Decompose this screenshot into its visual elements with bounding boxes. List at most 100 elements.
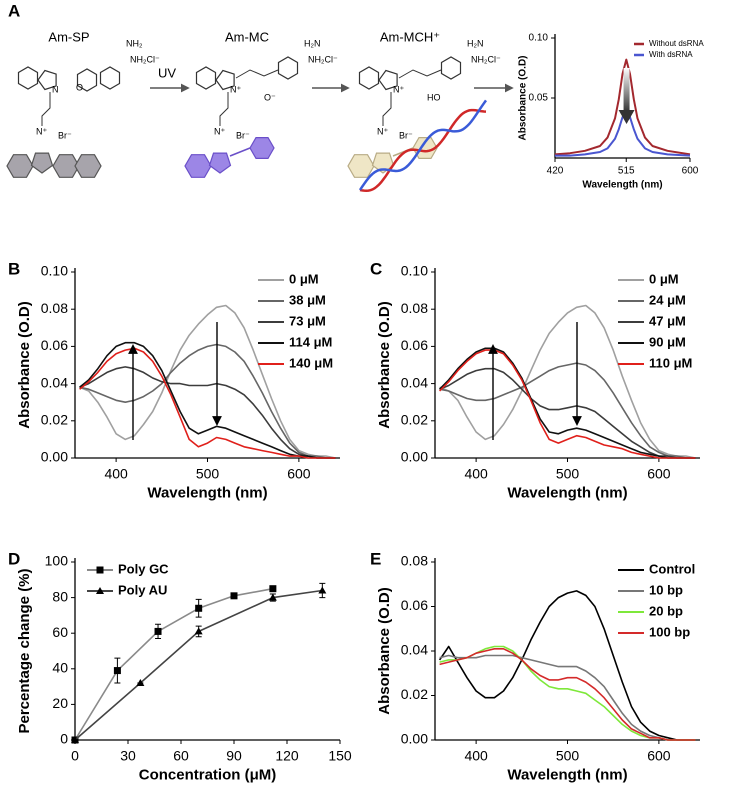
bond bbox=[219, 92, 229, 126]
marker bbox=[268, 593, 277, 601]
y-tick-label: 0.04 bbox=[41, 374, 68, 390]
atom-label: N⁺ bbox=[230, 84, 241, 94]
y-tick-label: 0.06 bbox=[401, 337, 428, 353]
x-tick-label: 400 bbox=[104, 465, 128, 481]
y-tick-label: 0.02 bbox=[401, 412, 428, 428]
x-axis-title: Wavelength (nm) bbox=[147, 484, 267, 501]
legend-label: 90 μM bbox=[649, 334, 686, 349]
x-axis-title: Wavelength (nm) bbox=[507, 766, 627, 783]
legend-label: 0 μM bbox=[649, 271, 679, 286]
x-tick-label: 30 bbox=[120, 747, 136, 763]
panel-letter: B bbox=[8, 259, 20, 278]
x-tick-label: 90 bbox=[226, 747, 242, 763]
y-tick-label: 0 bbox=[60, 731, 68, 747]
x-tick-label: 600 bbox=[287, 465, 311, 481]
y-tick-label: 0.00 bbox=[401, 449, 428, 465]
x-tick-label: 60 bbox=[173, 747, 189, 763]
y-tick-label: 0.06 bbox=[41, 337, 68, 353]
atom-label: N⁺ bbox=[377, 126, 388, 136]
series-line bbox=[439, 654, 696, 741]
ring bbox=[195, 66, 217, 90]
x-axis-title: Concentration (μM) bbox=[139, 766, 277, 783]
bond bbox=[398, 69, 442, 79]
series-line bbox=[439, 349, 696, 459]
ring bbox=[440, 56, 462, 80]
legend-label: 73 μM bbox=[289, 313, 326, 328]
x-tick-label: 500 bbox=[556, 747, 580, 763]
y-tick-label: 0.08 bbox=[41, 300, 68, 316]
legend-label: 110 μM bbox=[649, 355, 692, 370]
bond bbox=[382, 92, 392, 126]
legend-label: 10 bp bbox=[649, 582, 683, 597]
y-tick-label: 40 bbox=[52, 660, 68, 676]
legend-label: Control bbox=[649, 561, 695, 576]
shift-arrow-head bbox=[618, 110, 635, 124]
x-axis-title: Wavelength (nm) bbox=[507, 484, 627, 501]
legend-label: 38 μM bbox=[289, 292, 326, 307]
legend-label: Poly GC bbox=[118, 561, 169, 576]
y-tick-label: 0.10 bbox=[41, 263, 68, 279]
legend-label: 47 μM bbox=[649, 313, 686, 328]
x-tick-label: 400 bbox=[464, 747, 488, 763]
marker bbox=[230, 592, 238, 600]
legend-label: 140 μM bbox=[289, 355, 333, 370]
x-tick-label: 0 bbox=[71, 747, 79, 763]
ring bbox=[74, 154, 102, 178]
ring bbox=[208, 152, 232, 174]
legend-label: 100 bp bbox=[649, 624, 690, 639]
ring bbox=[371, 152, 395, 174]
bond bbox=[229, 147, 251, 157]
ring bbox=[30, 152, 54, 174]
compound-name: Am-MCH⁺ bbox=[380, 29, 440, 44]
series-line bbox=[439, 362, 696, 459]
ring bbox=[37, 69, 57, 91]
x-tick-label: 500 bbox=[196, 465, 220, 481]
marker bbox=[136, 679, 145, 687]
ring bbox=[6, 154, 34, 178]
legend-label: Poly AU bbox=[118, 582, 167, 597]
y-tick-label: 0.08 bbox=[401, 553, 428, 569]
y-axis-title: Absorbance (O.D) bbox=[376, 587, 393, 715]
y-tick-label: 0.05 bbox=[529, 93, 549, 104]
legend-label: Without dsRNA bbox=[649, 39, 704, 48]
y-axis-title: Percentage change (%) bbox=[16, 568, 33, 733]
compound-name: Am-MC bbox=[225, 29, 269, 44]
series-line bbox=[79, 366, 336, 459]
legend-label: 0 μM bbox=[289, 271, 319, 286]
atom-label: Br⁻ bbox=[399, 130, 413, 140]
x-tick-label: 120 bbox=[275, 747, 299, 763]
y-tick-label: 0.02 bbox=[41, 412, 68, 428]
dna-strand bbox=[358, 99, 488, 191]
series-line bbox=[439, 304, 696, 459]
x-tick-label: 400 bbox=[464, 465, 488, 481]
y-tick-label: 0.10 bbox=[529, 33, 549, 44]
atom-label: N⁺ bbox=[393, 84, 404, 94]
ring bbox=[378, 69, 398, 91]
series-line bbox=[439, 347, 696, 459]
series-line bbox=[74, 587, 274, 741]
atom-label: O bbox=[76, 82, 83, 92]
ring bbox=[277, 56, 299, 80]
x-tick-label: 150 bbox=[328, 747, 352, 763]
y-tick-label: 0.00 bbox=[41, 449, 68, 465]
atom-label: N⁺ bbox=[214, 126, 225, 136]
y-axis-title: Absorbance (O.D) bbox=[16, 301, 33, 429]
ring bbox=[76, 68, 98, 92]
x-tick-label: 420 bbox=[547, 166, 564, 177]
x-tick-label: 600 bbox=[682, 166, 699, 177]
series-line bbox=[79, 341, 336, 459]
panel-letter: D bbox=[8, 549, 20, 568]
atom-label: NH₂ bbox=[126, 38, 143, 48]
y-tick-label: 80 bbox=[52, 588, 68, 604]
y-tick-label: 0.04 bbox=[401, 374, 428, 390]
legend-label: 24 μM bbox=[649, 292, 686, 307]
ring bbox=[184, 154, 212, 178]
y-tick-label: 0.08 bbox=[401, 300, 428, 316]
atom-label: HO bbox=[427, 92, 441, 102]
x-tick-label: 500 bbox=[556, 465, 580, 481]
legend-label: With dsRNA bbox=[649, 50, 693, 59]
atom-label: Br⁻ bbox=[58, 130, 72, 140]
arrow-label: UV bbox=[158, 65, 176, 80]
atom-label: Br⁻ bbox=[236, 130, 250, 140]
